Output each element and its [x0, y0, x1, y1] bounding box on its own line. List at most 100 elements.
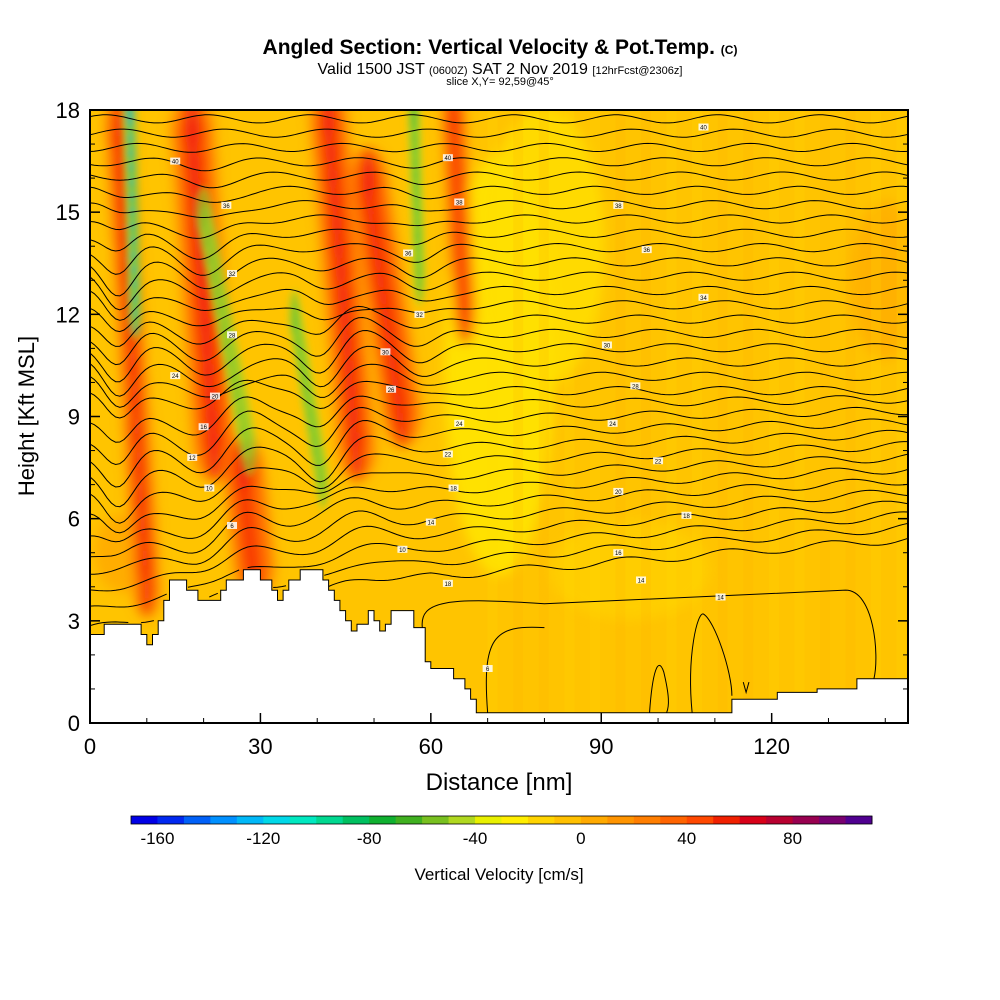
y-tick-label: 9 [68, 405, 80, 430]
contour-label: 30 [380, 348, 391, 356]
contour-label-bg [482, 665, 493, 673]
colorbar-tick-label: -120 [246, 829, 280, 848]
theta-contour [90, 345, 908, 397]
contour-label-bg [653, 457, 664, 465]
colorbar-tick-label: 40 [677, 829, 696, 848]
chart-subtitle: Valid 1500 JST (0600Z) SAT 2 Nov 2019 [1… [0, 61, 1000, 79]
subtitle-utc: (0600Z) [429, 65, 468, 77]
velocity-streak [819, 110, 830, 723]
contour-label: 32 [414, 310, 425, 319]
contour-label: 24 [607, 419, 618, 428]
colorbar-swatch [183, 816, 211, 824]
contour-label: 16 [613, 549, 624, 557]
theta-contour [90, 522, 908, 627]
contour-label: 14 [715, 593, 726, 601]
theta-contour [90, 406, 908, 466]
contour-label-bg [454, 419, 465, 427]
velocity-streak [538, 110, 549, 723]
downdraft-core [409, 110, 418, 132]
contour-label-bg [454, 198, 465, 206]
contour-label-text: 24 [609, 422, 616, 428]
velocity-streak [666, 110, 677, 723]
velocity-band-cell [322, 110, 335, 147]
contour-label-text: 34 [700, 296, 707, 302]
colorbar-tick-label: -40 [463, 829, 488, 848]
contour-label: 22 [653, 457, 664, 465]
contour-label-text: 28 [632, 384, 639, 390]
contour-label-text: 10 [206, 487, 213, 493]
theta-contour [328, 537, 908, 587]
contour-label-text: 22 [655, 459, 662, 465]
colorbar-swatch [289, 816, 317, 824]
velocity-streak [743, 110, 754, 723]
contour-label-text: 36 [643, 248, 650, 254]
colorbar-swatch [607, 816, 635, 824]
velocity-band-cell [114, 110, 123, 158]
contour-label: 32 [227, 269, 238, 278]
x-tick-label: 60 [419, 734, 443, 759]
theta-contour [90, 200, 908, 218]
contour-label: 20 [209, 392, 220, 401]
contour-label-text: 10 [399, 548, 406, 554]
contour-label-text: 38 [615, 204, 622, 210]
contour-label-bg [715, 593, 726, 601]
contour-label: 26 [386, 385, 397, 394]
contour-label-bg [607, 419, 618, 427]
contour-label-bg [227, 521, 238, 529]
theta-contour [90, 228, 908, 260]
contour-label-text: 32 [229, 272, 236, 278]
theta-contour [90, 379, 908, 419]
contour-label-bg [442, 450, 453, 458]
theta-contour [90, 214, 908, 239]
velocity-weak-updraft [850, 200, 908, 361]
velocity-streak [768, 110, 779, 723]
low-level-contours [421, 589, 877, 713]
theta-contour [90, 453, 908, 534]
contour-label: 40 [170, 157, 181, 166]
theta-contour [90, 478, 908, 558]
contour-label-bg [630, 382, 641, 390]
boundary-layer-contour [742, 681, 750, 695]
colorbar-swatch [448, 816, 476, 824]
colorbar: -160 -120 -80 -40 0 40 80 [130, 815, 873, 848]
subtitle-forecast: [12hrFcst@2306z] [592, 65, 683, 77]
theta-contour [90, 305, 908, 347]
colorbar-tick-label: -160 [140, 829, 174, 848]
theta-contour [90, 300, 908, 333]
contour-label-text: 30 [604, 343, 611, 349]
colorbar-swatch [131, 816, 158, 824]
colorbar-swatch [819, 816, 847, 824]
theta-contour [90, 363, 908, 408]
contour-label-text: 20 [212, 395, 219, 401]
contour-label-text: 6 [230, 524, 234, 530]
contour-label: 18 [448, 484, 459, 493]
contour-label: 40 [698, 123, 709, 132]
contour-label-text: 24 [456, 422, 463, 428]
contour-label-text: 38 [456, 200, 463, 206]
colorbar-swatch [395, 816, 423, 824]
contour-label: 12 [187, 453, 198, 462]
velocity-streak [871, 110, 882, 723]
colorbar-swatch [369, 816, 397, 824]
contour-label-bg [641, 246, 652, 254]
theta-contour [90, 500, 908, 592]
theta-contour [90, 257, 908, 297]
contour-label-text: 18 [445, 582, 452, 588]
contour-label-text: 14 [717, 595, 724, 601]
colorbar-swatch [633, 816, 661, 824]
theta-contour [90, 171, 908, 189]
contour-label-text: 16 [200, 425, 207, 431]
y-tick-label: 18 [56, 98, 80, 123]
contour-label-bg [442, 579, 453, 587]
contour-label-text: 32 [416, 313, 423, 319]
y-tick-label: 12 [56, 302, 80, 327]
contour-label: 18 [681, 511, 692, 520]
theta-contour [90, 395, 908, 443]
contour-label: 6 [482, 665, 493, 673]
y-tick-label: 3 [68, 609, 80, 634]
contour-label-text: 26 [388, 388, 395, 394]
y-tick-label: 15 [56, 200, 80, 225]
velocity-streak [717, 110, 728, 723]
colorbar-swatch [792, 816, 820, 824]
